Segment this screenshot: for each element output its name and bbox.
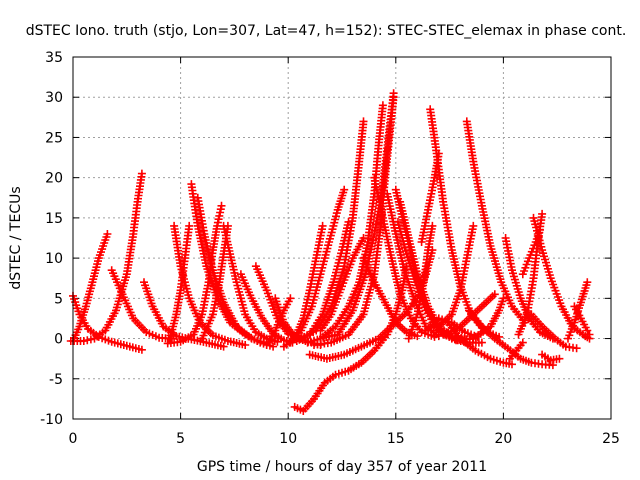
series-line — [265, 297, 292, 347]
series-line — [196, 196, 268, 345]
series-line — [289, 188, 346, 344]
series-line — [319, 92, 395, 340]
series-line — [319, 236, 365, 332]
series-line — [465, 120, 527, 324]
y-tick-label: 25 — [45, 130, 63, 146]
series-line — [446, 321, 514, 366]
series-line — [71, 232, 109, 343]
series-line — [166, 204, 223, 345]
series-line — [293, 265, 408, 413]
plot-frame — [72, 56, 612, 420]
y-tick-label: -10 — [40, 412, 63, 428]
x-tick-label: 25 — [602, 431, 620, 447]
series-line — [455, 297, 505, 342]
x-tick-label: 5 — [176, 431, 185, 447]
series-line — [532, 216, 591, 340]
y-tick-label: 35 — [45, 50, 63, 66]
y-tick-label: 15 — [45, 211, 63, 227]
series-line — [573, 305, 591, 336]
x-tick-label: 0 — [69, 431, 78, 447]
x-axis-label: GPS time / hours of day 357 of year 2011 — [197, 459, 487, 475]
series-line — [540, 353, 561, 362]
series-line — [300, 120, 365, 340]
series-line — [437, 224, 475, 328]
y-tick-label: 5 — [54, 291, 63, 307]
y-tick-label: 0 — [54, 332, 63, 348]
y-axis-label: dSTEC / TECUs — [8, 186, 24, 289]
series-markers — [426, 105, 504, 341]
y-tick-label: -5 — [49, 372, 63, 388]
series-line — [508, 341, 524, 360]
series-line — [373, 176, 436, 338]
y-axis: -10 -5 0 5 10 15 20 25 30 35 — [40, 50, 611, 428]
x-tick-label: 15 — [387, 431, 405, 447]
series-line — [239, 273, 294, 344]
series-line — [424, 317, 479, 338]
series-line — [69, 172, 143, 343]
series-line — [110, 269, 174, 340]
series-line — [168, 224, 191, 340]
series-group — [66, 89, 594, 415]
x-tick-label: 20 — [494, 431, 512, 447]
x-axis: 0 5 10 15 20 25 — [69, 57, 620, 447]
series-line — [530, 313, 578, 350]
x-tick-label: 10 — [279, 431, 297, 447]
series-markers — [165, 221, 194, 343]
y-tick-label: 20 — [45, 171, 63, 187]
y-tick-label: 30 — [45, 90, 63, 106]
series-line — [407, 224, 434, 340]
series-markers — [219, 221, 282, 346]
series-line — [142, 281, 225, 348]
series-line — [517, 212, 544, 336]
y-tick-label: 10 — [45, 251, 63, 267]
chart-title: dSTEC Iono. truth (stjo, Lon=307, Lat=47… — [26, 23, 627, 39]
